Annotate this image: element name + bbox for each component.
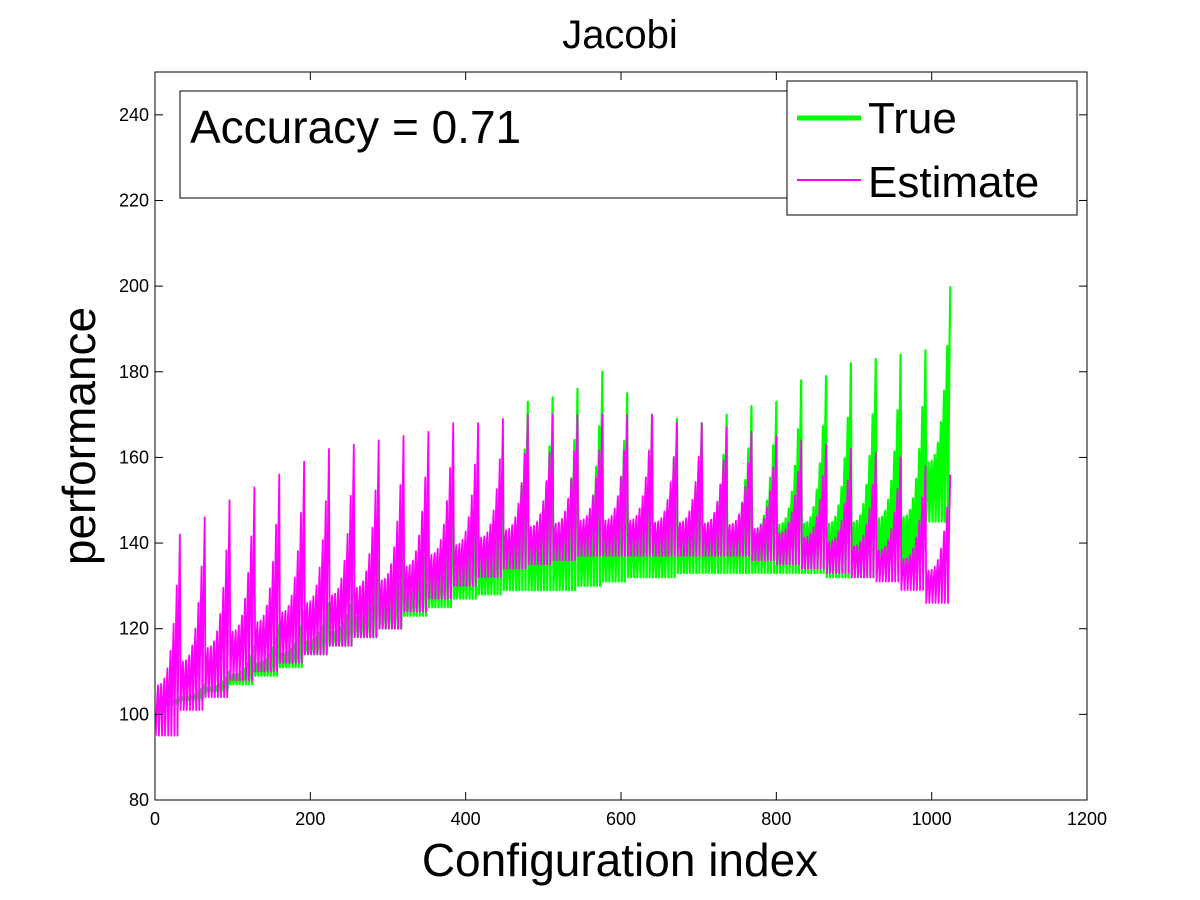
chart-title: Jacobi [562,13,678,57]
x-tick-label: 1200 [1067,809,1107,829]
series-layer [154,286,952,737]
y-tick-label: 180 [119,362,149,382]
legend-label-estimate: Estimate [868,158,1039,207]
y-tick-label: 100 [119,704,149,724]
axes-layer: 0 200 400 600 800 1000 1200 80 100 120 140 160 180 20… [119,72,1107,829]
legend: True Estimate [786,80,1078,216]
x-tick-label: 600 [606,809,636,829]
x-tick-label: 200 [295,809,325,829]
x-tick-label: 400 [451,809,481,829]
y-tick-label: 220 [119,190,149,210]
y-tick-label: 200 [119,276,149,296]
y-tick-label: 80 [129,790,149,810]
x-axis-label: Configuration index [422,834,818,886]
x-tick-label: 1000 [912,809,952,829]
x-tick-label: 0 [150,809,160,829]
legend-label-true: True [868,94,957,143]
y-tick-label: 240 [119,105,149,125]
y-tick-label: 140 [119,533,149,553]
legend-box [786,80,1078,216]
series-line-estimate [154,413,952,737]
y-axis-label: performance [53,307,105,565]
y-tick-label: 120 [119,619,149,639]
x-tick-label: 800 [761,809,791,829]
annotation-text: Accuracy = 0.71 [190,101,521,153]
y-tick-label: 160 [119,447,149,467]
